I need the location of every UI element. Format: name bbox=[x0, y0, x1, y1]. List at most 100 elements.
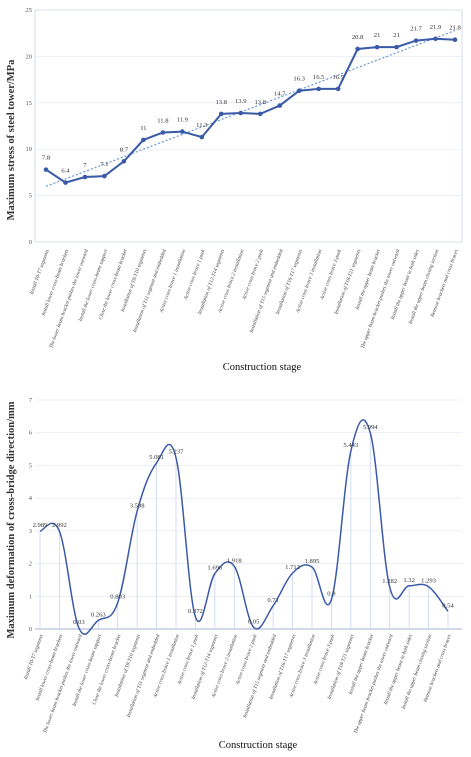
deformation-data-label: 1.282 bbox=[382, 578, 397, 585]
stress-chart-y-axis-label: Maximum stress of steel tower/MPa bbox=[6, 59, 17, 221]
stress-data-point bbox=[141, 137, 146, 143]
stress-data-point bbox=[82, 174, 88, 180]
stress-data-label: 11.9 bbox=[177, 117, 189, 124]
stress-category-label: Installation of T15 segment and embedded bbox=[247, 248, 284, 335]
stress-y-tick-label: 0 bbox=[29, 239, 32, 246]
stress-chart-x-axis-label: Construction stage bbox=[223, 362, 302, 373]
stress-category-label: Installation of T11 segment and embedded bbox=[131, 248, 168, 334]
deformation-data-label: 0.05 bbox=[248, 618, 260, 625]
stress-data-label: 13.9 bbox=[235, 98, 247, 105]
deformation-data-label: 2.992 bbox=[52, 522, 67, 529]
deformation-data-label: 0.263 bbox=[91, 611, 107, 618]
stress-category-label: The lower beam bracket pushes the tower … bbox=[48, 248, 90, 349]
stress-data-point bbox=[277, 103, 283, 108]
deformation-y-tick-label: 3 bbox=[29, 528, 32, 535]
deformation-chart-x-axis-label: Construction stage bbox=[219, 740, 298, 751]
stress-chart-svg: 7.8 6.4 7 7.1 8.7 11 11.8 11.9 11.3 13.8 13.9 13.8 1… bbox=[6, 7, 463, 373]
deformation-chart-y-axis-label: Maximum deformation of cross-bridge dire… bbox=[6, 401, 17, 638]
deformation-category-label: Install T0-T7 segments bbox=[23, 634, 45, 682]
stress-data-point bbox=[63, 180, 68, 185]
stress-data-point bbox=[102, 173, 107, 179]
deformation-data-label: 1.918 bbox=[227, 557, 243, 564]
stress-trendline bbox=[45, 29, 456, 187]
stress-data-label: 11 bbox=[140, 125, 146, 132]
deformation-chart: 2.989 2.992 0.03 0.263 0.803 3.598 5.081 5.237 0… bbox=[0, 378, 471, 757]
deformation-y-tick-label: 5 bbox=[29, 462, 32, 469]
stress-data-point bbox=[160, 130, 166, 135]
deformation-series-line bbox=[39, 419, 449, 635]
stress-data-point bbox=[335, 86, 341, 92]
stress-y-tick-label: 25 bbox=[26, 7, 33, 14]
stress-data-label: 16.3 bbox=[293, 76, 305, 83]
deformation-y-tick-label: 4 bbox=[29, 495, 33, 502]
stress-data-label: 21.7 bbox=[410, 26, 422, 33]
stress-data-label: 16.5 bbox=[332, 74, 344, 81]
stress-data-point bbox=[43, 167, 49, 172]
deformation-category-label: Installation of T15 segment and embedded bbox=[241, 633, 278, 720]
stress-data-label: 21 bbox=[393, 32, 400, 39]
deformation-y-tick-label: 1 bbox=[29, 593, 32, 600]
deformation-category-label: Installation of T11 segment and embedded bbox=[124, 633, 161, 719]
deformation-data-label: 0.71 bbox=[267, 597, 279, 604]
stress-data-point bbox=[238, 110, 244, 116]
deformation-y-tick-label: 6 bbox=[29, 430, 33, 437]
deformation-data-label: 5.443 bbox=[343, 442, 359, 449]
deformation-y-tick-label: 2 bbox=[29, 561, 32, 568]
stress-data-label: 13.8 bbox=[216, 99, 228, 106]
stress-data-label: 11.8 bbox=[157, 117, 169, 124]
stress-data-label: 13.8 bbox=[254, 99, 266, 106]
stress-data-point bbox=[316, 86, 321, 92]
deformation-data-label: 0.54 bbox=[442, 602, 454, 609]
stress-data-label: 21.8 bbox=[449, 25, 461, 32]
stress-data-label: 6.4 bbox=[61, 168, 70, 175]
deformation-data-label: 5.081 bbox=[149, 454, 164, 461]
deformation-y-tick-label: 7 bbox=[29, 397, 33, 404]
stress-data-label: 7.8 bbox=[42, 155, 51, 162]
deformation-y-tick-label: 0 bbox=[29, 626, 32, 633]
deformation-data-label: 2.989 bbox=[33, 522, 49, 529]
deformation-data-label: 1.293 bbox=[421, 578, 437, 585]
stress-data-point bbox=[374, 44, 380, 50]
deformation-data-label: 1.712 bbox=[285, 564, 300, 571]
stress-data-label: 21 bbox=[374, 32, 381, 39]
deformation-data-label: 0.803 bbox=[110, 594, 126, 601]
stress-data-point bbox=[296, 88, 302, 94]
stress-data-point bbox=[452, 37, 458, 42]
stress-series-line bbox=[45, 37, 456, 184]
deformation-data-label: 1.32 bbox=[403, 577, 415, 584]
deformation-data-label: 0.9 bbox=[327, 591, 336, 598]
stress-data-label: 7 bbox=[83, 162, 87, 169]
stress-data-point bbox=[433, 36, 438, 42]
stress-data-label: 14.7 bbox=[274, 91, 286, 98]
stress-data-label: 11.3 bbox=[196, 122, 208, 129]
stress-y-tick-label: 10 bbox=[26, 146, 33, 153]
stress-data-label: 21.9 bbox=[430, 24, 442, 31]
stress-data-point bbox=[413, 38, 419, 43]
stress-data-label: 20.8 bbox=[352, 34, 364, 41]
stress-data-point bbox=[180, 129, 185, 134]
stress-chart: 7.8 6.4 7 7.1 8.7 11 11.8 11.9 11.3 13.8 13.9 13.8 1… bbox=[0, 0, 471, 378]
stress-y-tick-label: 5 bbox=[29, 193, 32, 200]
stress-plot-area bbox=[34, 9, 463, 243]
stress-data-point bbox=[121, 158, 127, 164]
deformation-data-label: 0.372 bbox=[188, 608, 203, 615]
deformation-data-label: 3.598 bbox=[130, 502, 146, 509]
stress-data-point bbox=[257, 111, 263, 117]
stress-data-point bbox=[394, 44, 399, 50]
deformation-chart-svg: 2.989 2.992 0.03 0.263 0.803 3.598 5.081 5.237 0… bbox=[6, 397, 462, 751]
deformation-category-label: The lower beam bracket pushes the tower … bbox=[42, 633, 84, 734]
stress-data-label: 16.5 bbox=[313, 74, 325, 81]
deformation-data-label: 0.03 bbox=[73, 619, 85, 626]
stress-data-label: 8.7 bbox=[120, 146, 129, 153]
deformation-data-label: 5.994 bbox=[363, 424, 379, 431]
deformation-category-label: The upper beam bracket pushes the tower … bbox=[353, 633, 395, 734]
stress-category-label: The upper beam bracket pushes the tower … bbox=[360, 248, 402, 349]
stress-data-point bbox=[199, 134, 205, 140]
stress-data-point bbox=[218, 111, 224, 117]
deformation-data-label: 1.696 bbox=[207, 565, 223, 572]
stress-y-tick-label: 15 bbox=[26, 100, 33, 107]
deformation-data-label: 1.895 bbox=[305, 558, 321, 565]
stress-data-point bbox=[355, 46, 360, 52]
deformation-data-label: 5.237 bbox=[169, 449, 185, 456]
stress-data-label: 7.1 bbox=[100, 161, 108, 168]
